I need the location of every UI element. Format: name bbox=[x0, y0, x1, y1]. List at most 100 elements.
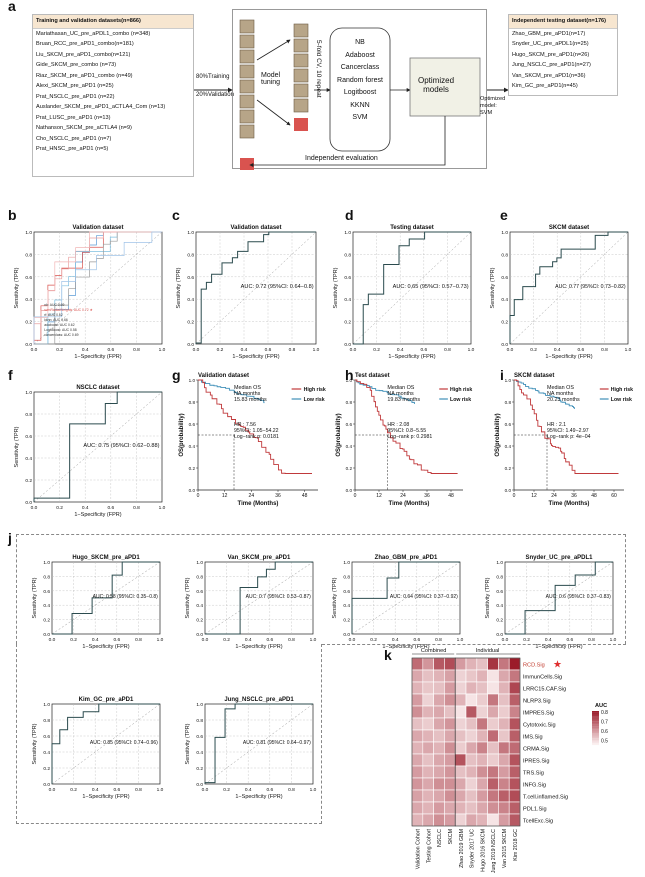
heatmap-cell bbox=[411, 753, 424, 767]
x-tick-label: 36 bbox=[424, 493, 430, 499]
auc-label: AUC: 0.64 (95%CI: 0.37−0.92) bbox=[390, 594, 458, 600]
panel-label-i: i bbox=[500, 367, 504, 383]
heatmap-cell bbox=[498, 693, 510, 707]
heatmap-cell bbox=[444, 813, 456, 827]
y-tick-label: 0.8 bbox=[346, 400, 353, 405]
x-tick-label: 0.8 bbox=[435, 637, 442, 643]
auc-label: AUC: 0.58 (95%CI: 0.35−0.8) bbox=[93, 594, 159, 600]
legend-low-risk: Low risk bbox=[450, 397, 471, 403]
y-tick-label: 0.8 bbox=[43, 718, 50, 724]
y-axis-label: Sensitivity (TPR) bbox=[32, 723, 38, 764]
heatmap-cell bbox=[498, 801, 510, 815]
heatmap-cell bbox=[465, 705, 478, 719]
y-tick-label: 0.4 bbox=[189, 444, 196, 449]
heatmap-cell bbox=[476, 669, 488, 683]
x-tick-label: 24 bbox=[551, 493, 557, 499]
x-tick-label: 0.2 bbox=[70, 787, 77, 793]
heatmap-cell bbox=[454, 657, 467, 671]
y-tick-label: 0.0 bbox=[196, 782, 203, 788]
heatmap-cell bbox=[465, 753, 478, 767]
y-axis-label: Sensitivity (TPR) bbox=[333, 267, 339, 308]
x-tick-label: 48 bbox=[591, 493, 597, 499]
testing-dataset-item: Jung_NSCLC_pre_aPD1(n=27) bbox=[512, 62, 591, 68]
x-tick-label: 0.4 bbox=[245, 787, 252, 793]
x-tick-label: 0.6 bbox=[107, 505, 114, 511]
heatmap-cell bbox=[411, 705, 424, 719]
heatmap-cell bbox=[433, 681, 445, 695]
methods-list: NB Adaboost Cancerclass Random forest Logitb… bbox=[330, 37, 390, 125]
heatmap-row-label: T.cell.inflamed.Sig bbox=[523, 794, 568, 800]
heatmap-cell bbox=[422, 669, 434, 683]
y-tick-label: 0.6 bbox=[196, 734, 203, 740]
heatmap-cell bbox=[487, 705, 499, 719]
training-dataset-item: Mariathasan_UC_pre_aPDL1_combo (n=348) bbox=[36, 30, 151, 37]
heatmap-cell bbox=[465, 789, 478, 803]
panel-label-k: k bbox=[384, 647, 392, 663]
method-item: Adaboost bbox=[345, 51, 375, 59]
y-tick-label: 1.0 bbox=[343, 560, 350, 566]
heatmap-cell bbox=[476, 717, 488, 731]
x-tick-label: 0.0 bbox=[507, 347, 514, 353]
y-tick-label: 1.0 bbox=[496, 560, 503, 566]
heatmap-col-label: Hugo 2016 SKCM bbox=[480, 829, 486, 872]
heatmap-cell bbox=[465, 681, 478, 695]
x-tick-label: 0.2 bbox=[373, 347, 380, 353]
x-tick-label: 0 bbox=[197, 493, 200, 499]
method-item: NB bbox=[355, 39, 365, 46]
low-risk-curve bbox=[355, 379, 415, 404]
heatmap-cell bbox=[465, 693, 478, 707]
method-item: Random forest bbox=[337, 76, 383, 84]
y-tick-label: 0.2 bbox=[343, 618, 350, 624]
model-tuning-label: Model tuning bbox=[261, 72, 281, 86]
heatmap-cell bbox=[422, 705, 434, 719]
heatmap-cell bbox=[498, 657, 510, 671]
data-fold-block bbox=[239, 64, 255, 79]
heatmap-row-label: Cytotoxic.Sig bbox=[523, 722, 556, 728]
x-axis-label: 1−Specificity (FPR) bbox=[82, 794, 129, 800]
x-tick-label: 1.0 bbox=[310, 787, 317, 793]
roc-plot-b: 0.00.0 0.2 0.2 0.4 0.4 0.6 0.6 0.8 0.8 1.0 1.0 1−Sp… bbox=[14, 225, 166, 360]
median-os-text: NA months bbox=[234, 391, 261, 397]
y-tick-label: 1.0 bbox=[43, 702, 50, 708]
data-fold-block bbox=[239, 79, 255, 94]
heatmap-cell bbox=[411, 801, 424, 815]
y-tick-label: 0.6 bbox=[501, 275, 508, 281]
km-plot-i: 0 12 24 36 48 60 0.0 0.2 0.4 0.6 0.8 1.0 Time (Month… bbox=[495, 373, 633, 507]
data-fold-block bbox=[239, 124, 255, 139]
y-axis-label: Sensitivity (TPR) bbox=[485, 577, 491, 618]
independent-evaluation-label: Independent evaluation bbox=[305, 155, 378, 162]
heatmap-cell bbox=[498, 741, 510, 755]
x-tick-label: 1.0 bbox=[159, 505, 166, 511]
x-tick-label: 0.4 bbox=[554, 347, 561, 353]
roc-title: Zhao_GBM_pre_aPD1 bbox=[375, 555, 438, 561]
y-tick-label: 0.0 bbox=[505, 488, 512, 493]
heatmap-cell bbox=[411, 669, 424, 683]
data-fold-block bbox=[239, 49, 255, 64]
heatmap-col-label: Validation Cohort bbox=[416, 828, 422, 869]
y-tick-label: 0.8 bbox=[196, 718, 203, 724]
x-tick-label: 0.0 bbox=[49, 787, 56, 793]
x-tick-label: 0.8 bbox=[288, 787, 295, 793]
y-tick-label: 0.4 bbox=[501, 297, 508, 303]
heatmap-cell bbox=[476, 777, 488, 791]
heatmap-cell bbox=[476, 705, 488, 719]
heatmap-cell bbox=[411, 777, 424, 791]
x-axis-label: 1−Specificity (FPR) bbox=[74, 354, 121, 360]
y-axis-label: Sensitivity (TPR) bbox=[14, 426, 20, 467]
heatmap-cell bbox=[444, 717, 456, 731]
roc-title: Validation dataset bbox=[230, 225, 281, 231]
roc-title: Snyder_UC_pre_aPDL1 bbox=[525, 555, 593, 561]
heatmap-cell bbox=[422, 765, 434, 779]
heatmap-cell bbox=[411, 693, 424, 707]
testing-dataset-item: Van_SKCM_pre_aPD1(n=36) bbox=[512, 72, 586, 79]
heatmap-cell bbox=[444, 777, 456, 791]
panel-label-f: f bbox=[8, 367, 13, 383]
heatmap-row-label: IMPRES.Sig bbox=[523, 710, 554, 716]
roc-plot-j3: 0.00.0 0.2 0.2 0.4 0.4 0.6 0.6 0.8 0.8 1.0 1.0 1−Sp… bbox=[332, 555, 464, 650]
hr-text: HR : 2.1 bbox=[547, 422, 566, 428]
legend-high-risk: High risk bbox=[450, 387, 472, 393]
low-risk-curve bbox=[198, 379, 265, 404]
y-tick-label: 1.0 bbox=[346, 378, 353, 383]
panel-j-frame-step bbox=[322, 644, 626, 646]
y-tick-label: 0.4 bbox=[25, 297, 32, 303]
